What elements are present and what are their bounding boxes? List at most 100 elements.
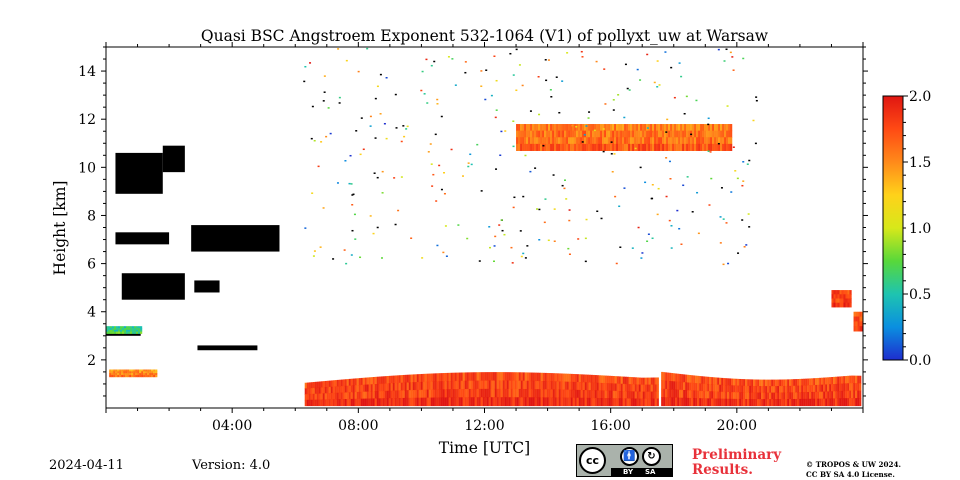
signal-cell	[444, 372, 447, 382]
signal-cell	[728, 137, 731, 145]
signal-cell	[689, 397, 692, 407]
signal-cell	[610, 137, 613, 145]
signal-cell	[805, 378, 808, 386]
signal-cell	[592, 130, 595, 138]
signal-dot	[310, 137, 313, 140]
signal-cell	[112, 327, 115, 331]
signal-cell	[638, 384, 641, 393]
signal-cell	[664, 130, 667, 138]
signal-cell	[737, 398, 740, 407]
signal-cell	[550, 373, 553, 382]
signal-cell	[358, 378, 361, 386]
signal-cell	[789, 399, 792, 407]
signal-cell	[402, 382, 405, 391]
signal-cell	[398, 375, 401, 384]
signal-cell	[572, 373, 575, 383]
signal-cell	[124, 327, 127, 331]
signal-cell	[554, 373, 557, 382]
signal-cell	[737, 385, 740, 393]
signal-cell	[117, 371, 120, 374]
signal-dot	[495, 168, 498, 170]
signal-cell	[726, 143, 729, 151]
signal-cell	[839, 290, 842, 295]
signal-cell	[120, 327, 123, 331]
signal-cell	[484, 397, 487, 407]
signal-cell	[340, 392, 343, 400]
signal-dot	[345, 262, 348, 265]
signal-cell	[701, 383, 704, 392]
signal-cell	[538, 137, 541, 145]
signal-cell	[306, 388, 309, 395]
signal-dot	[397, 209, 400, 212]
signal-cell	[444, 381, 447, 390]
signal-cell	[813, 378, 816, 386]
signal-cell	[386, 398, 389, 407]
signal-cell	[723, 398, 726, 407]
signal-cell	[448, 389, 451, 398]
signal-dot	[587, 117, 590, 119]
signal-cell	[582, 374, 585, 383]
signal-dot	[561, 184, 564, 187]
signal-cell	[630, 398, 633, 407]
signal-dot	[322, 100, 325, 102]
signal-cell	[516, 124, 519, 132]
signal-cell	[122, 327, 125, 331]
signal-cell	[857, 326, 860, 332]
signal-cell	[638, 391, 641, 400]
signal-cell	[715, 391, 718, 400]
signal-cell	[735, 392, 738, 400]
signal-cell	[372, 377, 375, 385]
signal-cell	[306, 382, 309, 389]
signal-cell	[438, 389, 441, 398]
signal-cell	[129, 371, 132, 374]
signal-cell	[576, 389, 579, 399]
signal-cell	[626, 398, 629, 407]
signal-cell	[528, 130, 531, 138]
signal-cell	[412, 374, 415, 383]
signal-cell	[797, 379, 800, 387]
signal-cell	[138, 331, 141, 334]
signal-cell	[366, 377, 369, 385]
signal-cell	[679, 373, 682, 383]
signal-cell	[630, 384, 633, 392]
signal-cell	[468, 380, 471, 390]
signal-cell	[362, 384, 365, 393]
signal-cell	[710, 137, 713, 145]
signal-dot	[434, 133, 437, 136]
signal-cell	[304, 394, 307, 401]
signal-cell	[654, 384, 657, 393]
signal-cell	[781, 386, 784, 394]
signal-cell	[546, 124, 549, 132]
signal-cell	[410, 397, 413, 407]
signal-cell	[636, 391, 639, 400]
signal-cell	[610, 130, 613, 138]
signal-dot	[665, 131, 668, 133]
signal-cell	[424, 397, 427, 407]
signal-cell	[849, 390, 852, 399]
signal-cell	[320, 381, 323, 388]
signal-cell	[763, 386, 766, 394]
signal-dot	[393, 177, 396, 179]
signal-cell	[508, 388, 511, 398]
signal-cell	[845, 298, 848, 304]
signal-cell	[775, 399, 778, 407]
signal-cell	[835, 376, 838, 385]
signal-dot	[337, 48, 340, 50]
signal-cell	[622, 398, 625, 407]
signal-dot	[619, 246, 622, 248]
signal-dot	[680, 75, 683, 78]
signal-dot	[485, 69, 488, 71]
signal-cell	[328, 399, 331, 407]
signal-cell	[843, 376, 846, 384]
signal-cell	[702, 137, 705, 145]
signal-dot	[395, 127, 398, 129]
signal-cell	[352, 398, 355, 407]
signal-cell	[733, 392, 736, 400]
signal-cell	[135, 374, 138, 378]
signal-cell	[348, 392, 351, 400]
signal-cell	[446, 389, 449, 398]
signal-cell	[715, 384, 718, 393]
signal-cell	[817, 384, 820, 393]
signal-cell	[544, 389, 547, 398]
signal-cell	[374, 391, 377, 399]
